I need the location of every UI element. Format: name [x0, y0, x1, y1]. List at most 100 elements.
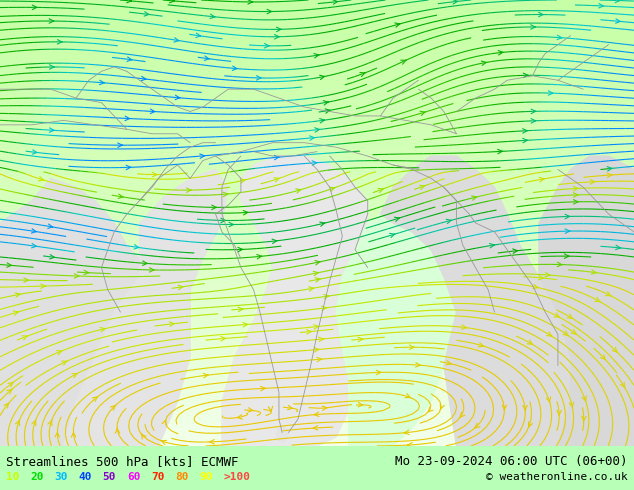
FancyArrowPatch shape — [210, 14, 215, 19]
FancyArrowPatch shape — [58, 40, 62, 44]
FancyArrowPatch shape — [582, 396, 586, 402]
FancyArrowPatch shape — [84, 270, 89, 275]
FancyArrowPatch shape — [401, 60, 406, 64]
FancyArrowPatch shape — [49, 65, 55, 69]
FancyArrowPatch shape — [141, 76, 146, 81]
FancyArrowPatch shape — [169, 0, 174, 3]
FancyArrowPatch shape — [32, 5, 37, 10]
FancyArrowPatch shape — [592, 270, 597, 274]
FancyArrowPatch shape — [565, 214, 570, 219]
FancyArrowPatch shape — [200, 154, 205, 158]
Text: 90: 90 — [199, 472, 212, 482]
FancyArrowPatch shape — [204, 56, 209, 60]
FancyArrowPatch shape — [7, 389, 12, 394]
FancyArrowPatch shape — [32, 244, 37, 248]
Text: 50: 50 — [103, 472, 116, 482]
FancyArrowPatch shape — [607, 173, 612, 177]
FancyArrowPatch shape — [533, 284, 538, 289]
FancyArrowPatch shape — [320, 119, 325, 123]
FancyArrowPatch shape — [32, 150, 37, 154]
FancyArrowPatch shape — [238, 247, 243, 252]
FancyArrowPatch shape — [223, 192, 228, 196]
FancyArrowPatch shape — [221, 337, 226, 341]
FancyArrowPatch shape — [522, 129, 527, 133]
FancyArrowPatch shape — [41, 284, 46, 289]
FancyArrowPatch shape — [616, 245, 621, 250]
FancyArrowPatch shape — [48, 420, 52, 426]
FancyArrowPatch shape — [49, 128, 54, 132]
FancyArrowPatch shape — [320, 222, 325, 226]
FancyArrowPatch shape — [7, 263, 11, 267]
FancyArrowPatch shape — [410, 345, 414, 349]
FancyArrowPatch shape — [446, 220, 451, 223]
FancyArrowPatch shape — [144, 12, 149, 16]
Text: 80: 80 — [175, 472, 188, 482]
FancyArrowPatch shape — [574, 199, 578, 204]
FancyArrowPatch shape — [557, 35, 562, 40]
FancyArrowPatch shape — [49, 19, 54, 23]
FancyArrowPatch shape — [565, 229, 570, 233]
FancyArrowPatch shape — [325, 109, 330, 113]
FancyArrowPatch shape — [502, 405, 507, 411]
FancyArrowPatch shape — [440, 404, 444, 410]
FancyArrowPatch shape — [275, 35, 279, 39]
FancyArrowPatch shape — [453, 0, 458, 4]
Text: 40: 40 — [79, 472, 92, 482]
FancyArrowPatch shape — [274, 155, 279, 160]
FancyArrowPatch shape — [557, 411, 561, 416]
FancyArrowPatch shape — [481, 61, 486, 65]
FancyArrowPatch shape — [620, 382, 625, 388]
FancyArrowPatch shape — [462, 325, 467, 329]
FancyArrowPatch shape — [314, 412, 319, 416]
FancyArrowPatch shape — [446, 361, 451, 365]
FancyArrowPatch shape — [125, 116, 130, 121]
FancyArrowPatch shape — [196, 33, 201, 38]
FancyArrowPatch shape — [607, 167, 612, 171]
FancyArrowPatch shape — [126, 165, 131, 170]
FancyArrowPatch shape — [474, 423, 480, 428]
FancyArrowPatch shape — [175, 95, 180, 99]
FancyArrowPatch shape — [460, 413, 465, 418]
FancyArrowPatch shape — [24, 278, 29, 282]
FancyArrowPatch shape — [32, 420, 36, 426]
FancyArrowPatch shape — [240, 179, 245, 183]
FancyArrowPatch shape — [204, 373, 208, 378]
Text: 10: 10 — [6, 472, 20, 482]
FancyArrowPatch shape — [257, 254, 262, 259]
FancyArrowPatch shape — [134, 245, 139, 249]
FancyArrowPatch shape — [169, 322, 174, 326]
FancyArrowPatch shape — [498, 50, 503, 55]
FancyArrowPatch shape — [210, 440, 214, 444]
FancyArrowPatch shape — [127, 0, 131, 3]
FancyArrowPatch shape — [309, 136, 314, 140]
FancyArrowPatch shape — [320, 75, 325, 79]
FancyArrowPatch shape — [548, 91, 553, 95]
FancyArrowPatch shape — [150, 268, 154, 272]
FancyArrowPatch shape — [377, 370, 381, 375]
FancyArrowPatch shape — [472, 196, 477, 200]
FancyArrowPatch shape — [390, 233, 395, 238]
Text: 70: 70 — [151, 472, 164, 482]
FancyArrowPatch shape — [324, 294, 329, 299]
FancyArrowPatch shape — [274, 178, 279, 182]
FancyArrowPatch shape — [243, 211, 248, 215]
FancyArrowPatch shape — [615, 0, 620, 2]
FancyArrowPatch shape — [307, 330, 311, 334]
FancyArrowPatch shape — [330, 187, 335, 192]
FancyArrowPatch shape — [531, 109, 536, 114]
FancyArrowPatch shape — [100, 80, 105, 85]
FancyArrowPatch shape — [32, 229, 36, 233]
FancyArrowPatch shape — [317, 357, 321, 362]
FancyArrowPatch shape — [100, 327, 105, 332]
FancyArrowPatch shape — [522, 138, 527, 143]
FancyArrowPatch shape — [531, 119, 536, 123]
FancyArrowPatch shape — [523, 405, 527, 411]
Polygon shape — [0, 178, 139, 446]
FancyArrowPatch shape — [74, 274, 79, 278]
FancyArrowPatch shape — [547, 397, 550, 403]
FancyArrowPatch shape — [333, 0, 338, 4]
FancyArrowPatch shape — [221, 218, 226, 222]
FancyArrowPatch shape — [314, 128, 320, 132]
FancyArrowPatch shape — [150, 109, 155, 114]
FancyArrowPatch shape — [557, 262, 562, 267]
